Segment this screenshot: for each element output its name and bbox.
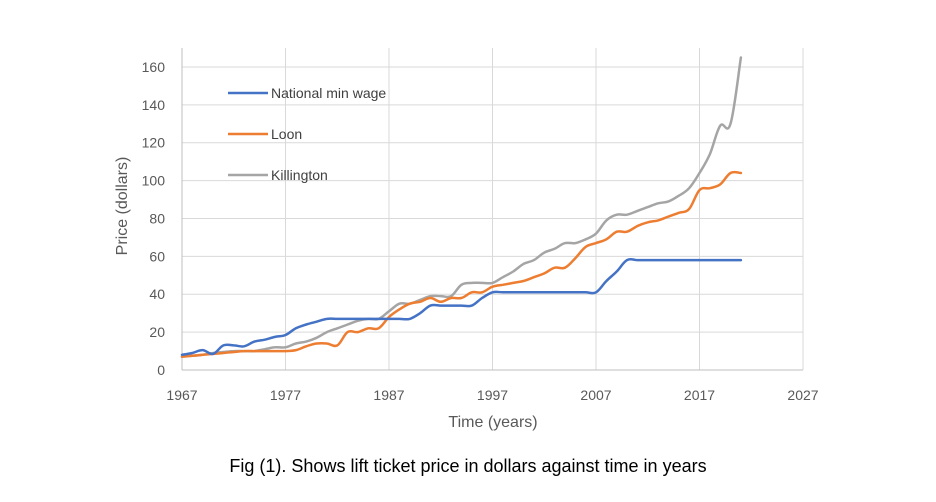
legend-item-killington: Killington — [228, 167, 328, 183]
y-tick-label: 100 — [142, 173, 166, 189]
x-tick-label: 2007 — [580, 387, 611, 403]
x-tick-label: 1987 — [373, 387, 404, 403]
legend-label: Killington — [271, 167, 328, 183]
x-axis-title: Time (years) — [448, 414, 537, 431]
legend-label: National min wage — [271, 85, 386, 101]
legend-item-loon: Loon — [228, 126, 302, 142]
y-tick-label: 160 — [142, 59, 166, 75]
x-tick-label: 1977 — [270, 387, 301, 403]
y-tick-label: 80 — [149, 210, 165, 226]
legend-item-national-min-wage: National min wage — [228, 85, 386, 101]
series-lines — [180, 56, 743, 358]
gridlines — [182, 48, 804, 370]
y-axis-title: Price (dollars) — [114, 157, 131, 256]
y-tick-label: 120 — [142, 135, 166, 151]
series-line-national-min-wage — [180, 257, 743, 357]
line-chart: 0 20 40 60 80 100 120 140 160 1967 1977 1987 1997 200… — [114, 48, 819, 431]
y-tick-label: 60 — [149, 248, 165, 264]
x-tick-label: 1967 — [166, 387, 197, 403]
y-tick-label: 140 — [142, 97, 166, 113]
legend: National min wage Loon Killington — [228, 85, 386, 183]
y-tick-label: 0 — [157, 362, 165, 378]
tick-labels: 0 20 40 60 80 100 120 140 160 1967 1977 1987 1997 200… — [142, 59, 819, 403]
legend-label: Loon — [271, 126, 302, 142]
x-tick-label: 2017 — [684, 387, 715, 403]
series-line-killington — [180, 56, 743, 358]
x-tick-label: 2027 — [787, 387, 818, 403]
x-tick-label: 1997 — [477, 387, 508, 403]
y-tick-label: 40 — [149, 286, 165, 302]
y-tick-label: 20 — [149, 324, 165, 340]
series-line-loon — [180, 170, 743, 358]
axes — [181, 48, 803, 371]
figure-caption: Fig (1). Shows lift ticket price in doll… — [229, 456, 707, 476]
